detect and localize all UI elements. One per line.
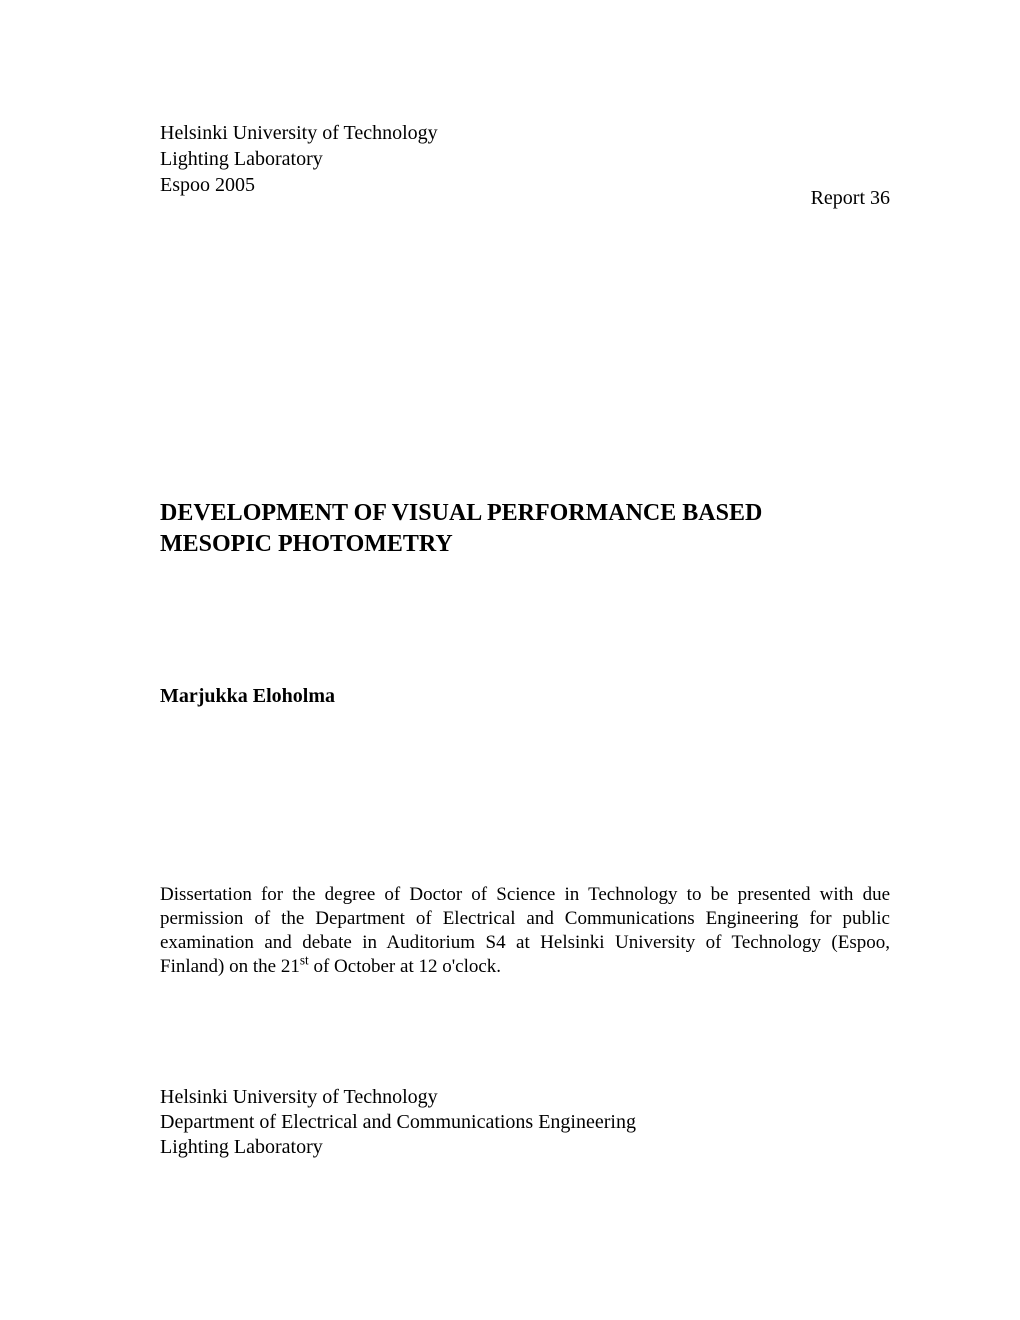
document-title: DEVELOPMENT OF VISUAL PERFORMANCE BASED … (160, 498, 890, 560)
header-location-year: Espoo 2005 (160, 172, 890, 198)
dissertation-description: Dissertation for the degree of Doctor of… (160, 883, 890, 978)
title-line-2: MESOPIC PHOTOMETRY (160, 529, 890, 560)
description-text-after: of October at 12 o'clock. (309, 956, 501, 977)
title-line-1: DEVELOPMENT OF VISUAL PERFORMANCE BASED (160, 498, 890, 529)
header-laboratory: Lighting Laboratory (160, 146, 890, 172)
date-superscript: st (300, 952, 309, 967)
footer-block: Helsinki University of Technology Depart… (160, 1085, 636, 1160)
header-block: Helsinki University of Technology Lighti… (160, 120, 890, 198)
footer-laboratory: Lighting Laboratory (160, 1135, 636, 1160)
header-institution: Helsinki University of Technology (160, 120, 890, 146)
footer-institution: Helsinki University of Technology (160, 1085, 636, 1110)
report-number: Report 36 (811, 187, 890, 210)
author-name: Marjukka Eloholma (160, 685, 890, 708)
description-text-before: Dissertation for the degree of Doctor of… (160, 884, 890, 976)
footer-department: Department of Electrical and Communicati… (160, 1110, 636, 1135)
